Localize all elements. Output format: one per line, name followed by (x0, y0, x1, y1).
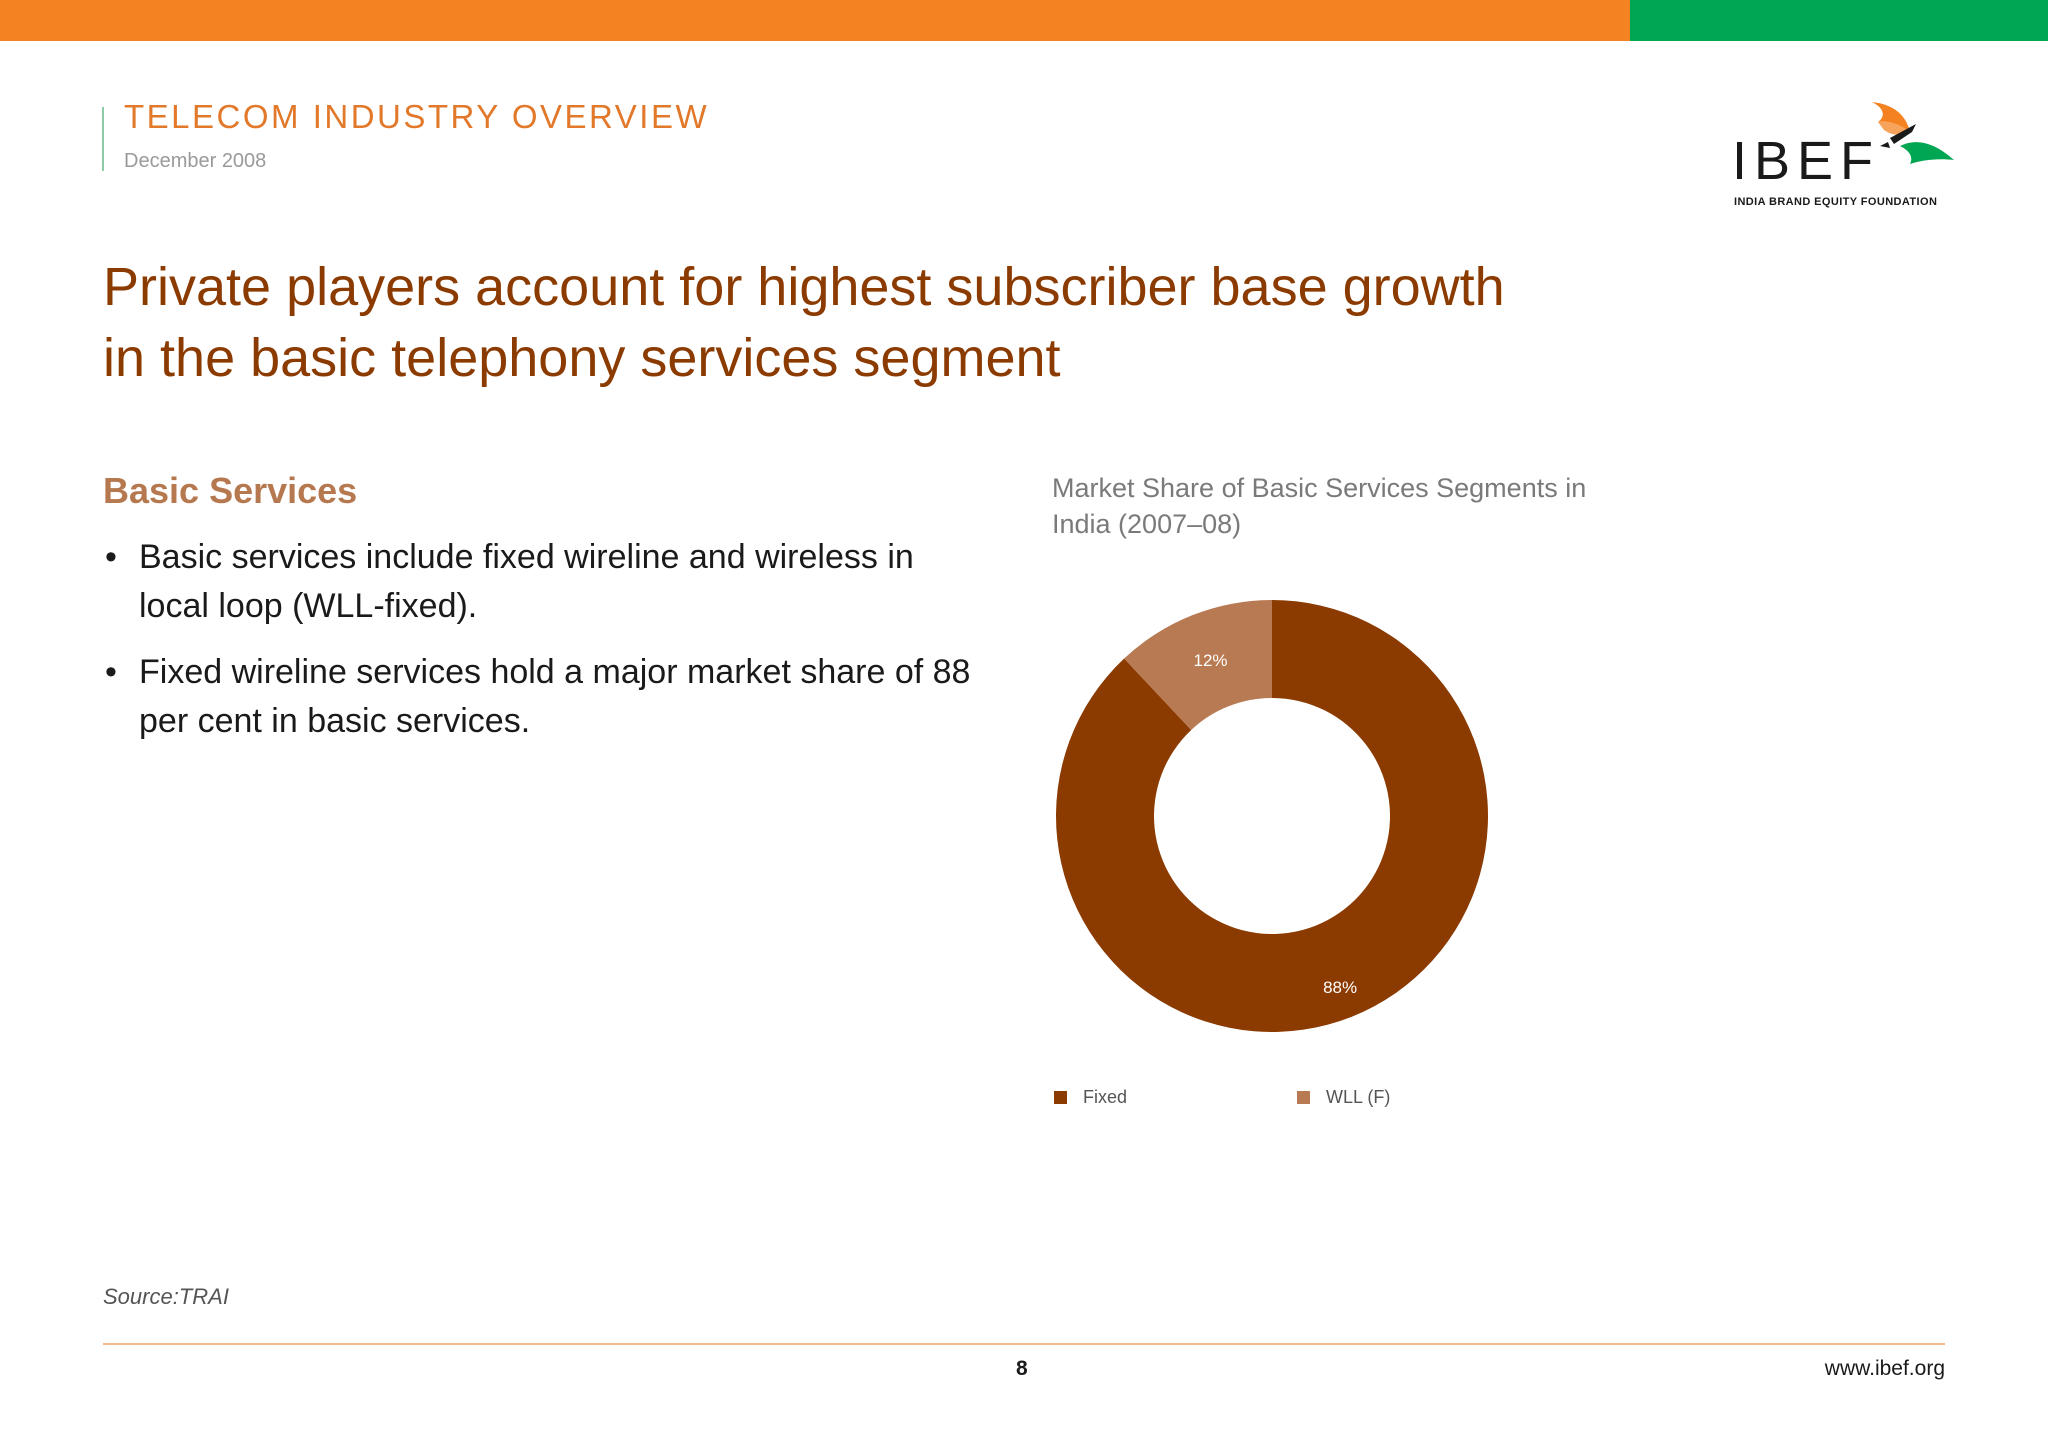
page-number: 8 (1016, 1357, 1028, 1380)
chart-legend: Fixed WLL (F) (0, 1087, 2048, 1115)
bullet-marker: • (105, 653, 117, 691)
legend-swatch-wll (1297, 1091, 1310, 1104)
headline-line-2: in the basic telephony services segment (103, 328, 1061, 388)
legend-label-fixed: Fixed (1083, 1087, 1128, 1107)
legend-swatch-fixed (1054, 1091, 1067, 1104)
source-note: Source:TRAI (103, 1284, 229, 1309)
website-link[interactable]: www.ibef.org (1824, 1357, 1945, 1380)
top-accent-bar-orange (0, 0, 1630, 41)
logo-tagline: INDIA BRAND EQUITY FOUNDATION (1734, 196, 1938, 208)
slide-headline: Private players account for highest subs… (103, 252, 1603, 394)
bird-logo-icon (1872, 102, 1954, 164)
chart-title: Market Share of Basic Services Segments … (1052, 473, 1587, 539)
legend-label-wll: WLL (F) (1326, 1087, 1391, 1107)
headline-line-1: Private players account for highest subs… (103, 257, 1505, 317)
legend-item-fixed: Fixed (1054, 1087, 1127, 1108)
report-title: TELECOM INDUSTRY OVERVIEW (124, 98, 710, 135)
bullet-text: Fixed wireline services hold a major mar… (139, 653, 971, 740)
logo-wordmark: IBEF (1732, 131, 1881, 191)
ibef-logo: IBEF INDIA BRAND EQUITY FOUNDATION (1730, 98, 1954, 216)
donut-chart: 88% 12% (1052, 596, 1492, 1036)
bullet-list: • Basic services include fixed wireline … (103, 533, 983, 763)
section-heading: Basic Services (103, 470, 358, 511)
slice-value-label: 12% (1193, 650, 1228, 670)
bullet-item: • Basic services include fixed wireline … (103, 533, 983, 631)
header-divider (102, 107, 104, 171)
footer-divider (103, 1343, 1945, 1345)
bullet-text: Basic services include fixed wireline an… (139, 538, 914, 625)
top-accent-bar-green (1630, 0, 2048, 41)
legend-item-wll: WLL (F) (1297, 1087, 1390, 1108)
bullet-marker: • (105, 538, 117, 576)
donut-chart-svg (1056, 600, 1488, 1032)
bullet-item: • Fixed wireline services hold a major m… (103, 648, 983, 746)
slice-value-label: 88% (1323, 978, 1358, 997)
report-date: December 2008 (124, 150, 267, 172)
donut-slice-fixed (1056, 600, 1488, 1032)
donut-slice-wll-f (1124, 600, 1272, 730)
